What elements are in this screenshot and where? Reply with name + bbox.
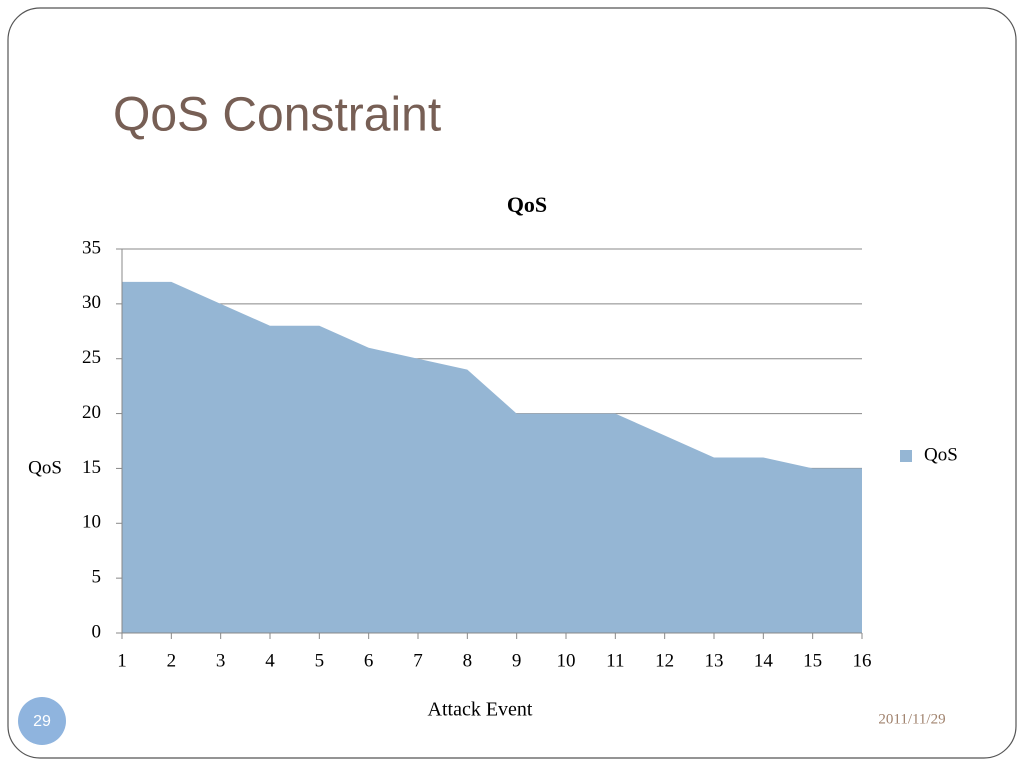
x-tick-label: 8 (463, 650, 473, 671)
x-tick-label: 7 (413, 650, 423, 671)
slide-title: QoS Constraint (113, 89, 441, 142)
legend-label: QoS (924, 444, 958, 465)
y-tick-label: 5 (92, 567, 102, 588)
x-tick-label: 15 (803, 650, 822, 671)
y-tick-label: 15 (82, 457, 101, 478)
y-axis-title: QoS (28, 457, 62, 478)
x-tick-label: 13 (705, 650, 724, 671)
x-axis-title: Attack Event (428, 699, 533, 721)
legend-swatch (900, 450, 912, 462)
y-tick-label: 0 (92, 621, 102, 642)
y-tick-label: 20 (82, 402, 101, 423)
x-tick-label: 5 (315, 650, 325, 671)
slide-number-badge (18, 697, 66, 745)
slide-number: 29 (33, 713, 51, 730)
x-tick-label: 9 (512, 650, 522, 671)
x-tick-label: 2 (167, 650, 177, 671)
x-tick-label: 1 (117, 650, 127, 671)
y-tick-label: 25 (82, 347, 101, 368)
x-tick-label: 16 (853, 650, 872, 671)
x-tick-label: 10 (557, 650, 576, 671)
y-tick-label: 10 (82, 512, 101, 533)
x-tick-label: 6 (364, 650, 374, 671)
area (122, 281, 862, 633)
slide-date: 2011/11/29 (878, 711, 945, 727)
x-tick-label: 12 (655, 650, 674, 671)
x-tick-label: 11 (606, 650, 624, 671)
x-tick-label: 4 (265, 650, 275, 671)
y-tick-label: 35 (82, 237, 101, 258)
x-tick-label: 3 (216, 650, 226, 671)
chart-title: QoS (507, 192, 547, 217)
x-tick-label: 14 (754, 650, 774, 671)
y-tick-label: 30 (82, 292, 101, 313)
